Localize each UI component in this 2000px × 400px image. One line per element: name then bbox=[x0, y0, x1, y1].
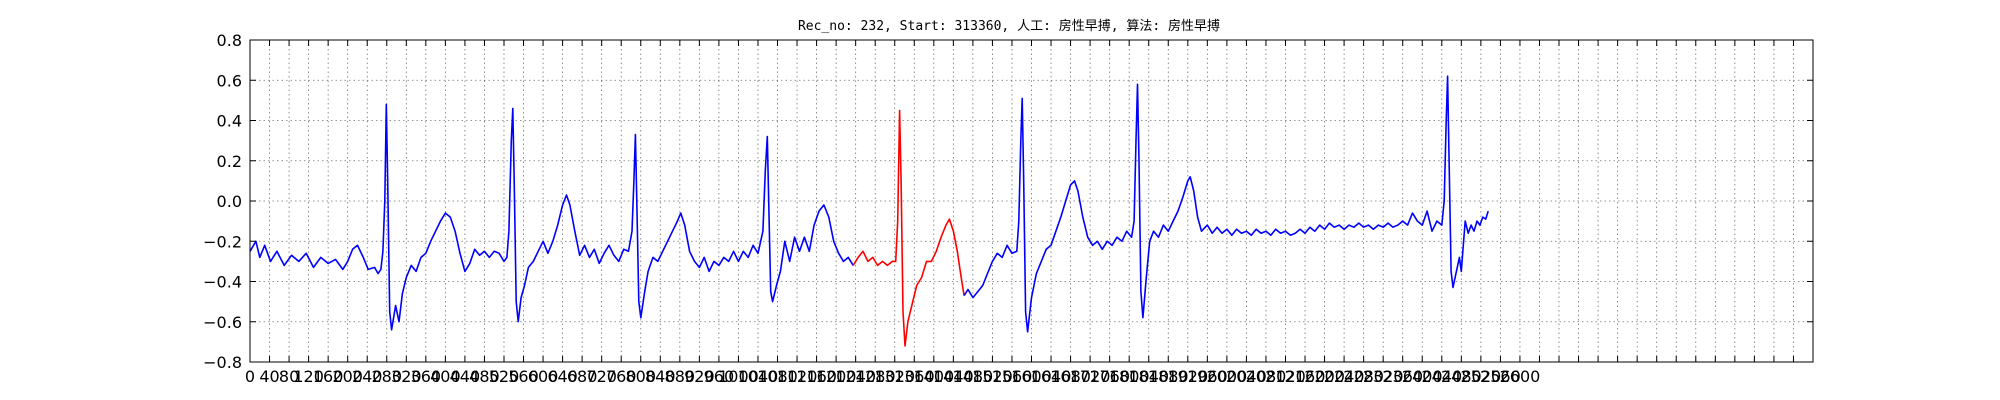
x-tick-label: 200 bbox=[332, 367, 363, 386]
x-tick-label: 1200 bbox=[816, 367, 857, 386]
x-tick-label: 1120 bbox=[777, 367, 818, 386]
x-tick-label: 1400 bbox=[913, 367, 954, 386]
x-tick-label: 880 bbox=[665, 367, 696, 386]
x-tick-label: 2000 bbox=[1207, 367, 1248, 386]
x-tick-label: 1720 bbox=[1070, 367, 1111, 386]
y-tick-label: −0.4 bbox=[203, 273, 242, 292]
x-tick-label: 560 bbox=[508, 367, 539, 386]
x-tick-label: 1680 bbox=[1050, 367, 1091, 386]
y-tick-label: −0.6 bbox=[203, 313, 242, 332]
x-tick-label: 1920 bbox=[1167, 367, 1208, 386]
x-tick-label: 1000 bbox=[718, 367, 759, 386]
x-tick-label: 1280 bbox=[855, 367, 896, 386]
x-tick-label: 360 bbox=[411, 367, 442, 386]
x-tick-label: 800 bbox=[625, 367, 656, 386]
x-tick-label: 1160 bbox=[796, 367, 837, 386]
x-tick-label: 2560 bbox=[1480, 367, 1521, 386]
x-tick-label: 40 bbox=[259, 367, 279, 386]
chart-title: Rec_no: 232, Start: 313360, 人工: 房性早搏, 算法… bbox=[798, 18, 1220, 34]
x-axis: 0 40 8012016020024028032036040044048052056… bbox=[245, 40, 1814, 386]
y-tick-label: −0.2 bbox=[203, 232, 242, 251]
x-tick-label: 1320 bbox=[874, 367, 915, 386]
x-tick-label: 240 bbox=[352, 367, 383, 386]
x-tick-label: 1040 bbox=[738, 367, 779, 386]
x-tick-label: 2280 bbox=[1343, 367, 1384, 386]
x-tick-label: 2200 bbox=[1304, 367, 1345, 386]
x-tick-label: 2040 bbox=[1226, 367, 1267, 386]
x-tick-label: 320 bbox=[391, 367, 422, 386]
x-tick-label: 280 bbox=[371, 367, 402, 386]
x-tick-label: 840 bbox=[645, 367, 676, 386]
x-tick-label: 1600 bbox=[1011, 367, 1052, 386]
x-tick-label: 1840 bbox=[1128, 367, 1169, 386]
series-group bbox=[249, 75, 1489, 347]
ecg-series-line-3 bbox=[963, 75, 1489, 333]
x-tick-label: 1760 bbox=[1089, 367, 1130, 386]
x-tick-label: 760 bbox=[606, 367, 637, 386]
x-tick-label: 120 bbox=[293, 367, 324, 386]
x-tick-label: 1080 bbox=[757, 367, 798, 386]
x-tick-label: 2320 bbox=[1363, 367, 1404, 386]
x-tick-label: 1440 bbox=[933, 367, 974, 386]
x-tick-label: 1880 bbox=[1148, 367, 1189, 386]
x-tick-label: 2520 bbox=[1461, 367, 1502, 386]
x-tick-label: 0 bbox=[245, 367, 255, 386]
y-tick-label: 0.8 bbox=[217, 31, 242, 50]
x-tick-label: 440 bbox=[450, 367, 481, 386]
x-tick-label: 2120 bbox=[1265, 367, 1306, 386]
x-tick-label: 1360 bbox=[894, 367, 935, 386]
x-tick-label: 2400 bbox=[1402, 367, 1443, 386]
x-tick-label: 920 bbox=[684, 367, 715, 386]
x-tick-label: 520 bbox=[489, 367, 520, 386]
x-tick-label: 1800 bbox=[1109, 367, 1150, 386]
x-tick-label: 2160 bbox=[1285, 367, 1326, 386]
x-tick-label: 1560 bbox=[992, 367, 1033, 386]
x-tick-label: 960 bbox=[704, 367, 735, 386]
x-tick-label: 1640 bbox=[1031, 367, 1072, 386]
x-tick-label: 2600 bbox=[1500, 367, 1541, 386]
x-tick-label: 2360 bbox=[1382, 367, 1423, 386]
x-tick-label: 720 bbox=[586, 367, 617, 386]
y-tick-label: 0.4 bbox=[217, 112, 242, 131]
ecg-series-line-1 bbox=[249, 103, 854, 331]
x-tick-label: 480 bbox=[469, 367, 500, 386]
x-tick-label: 1520 bbox=[972, 367, 1013, 386]
x-tick-label: 160 bbox=[313, 367, 344, 386]
x-tick-label: 680 bbox=[567, 367, 598, 386]
x-tick-label: 1480 bbox=[953, 367, 994, 386]
y-axis: −0.8 −0.6 −0.4 −0.2 0.0 0.2 0.4 0.6 0.8 bbox=[203, 31, 1813, 372]
x-tick-label: 2480 bbox=[1441, 367, 1482, 386]
y-tick-label: 0.6 bbox=[217, 71, 242, 90]
x-tick-label: 640 bbox=[547, 367, 578, 386]
x-tick-label: 1240 bbox=[835, 367, 876, 386]
x-tick-label: 400 bbox=[430, 367, 461, 386]
y-tick-label: −0.8 bbox=[203, 353, 242, 372]
x-tick-label: 2440 bbox=[1421, 367, 1462, 386]
x-tick-label: 2240 bbox=[1324, 367, 1365, 386]
x-tick-label: 600 bbox=[528, 367, 559, 386]
ecg-series-line-2 bbox=[852, 109, 965, 347]
x-tick-label: 1960 bbox=[1187, 367, 1228, 386]
x-tick-label: 80 bbox=[279, 367, 299, 386]
y-tick-label: 0.2 bbox=[217, 152, 242, 171]
x-tick-label: 2080 bbox=[1246, 367, 1287, 386]
y-tick-label: 0.0 bbox=[217, 192, 242, 211]
grid-lines bbox=[250, 40, 1813, 362]
